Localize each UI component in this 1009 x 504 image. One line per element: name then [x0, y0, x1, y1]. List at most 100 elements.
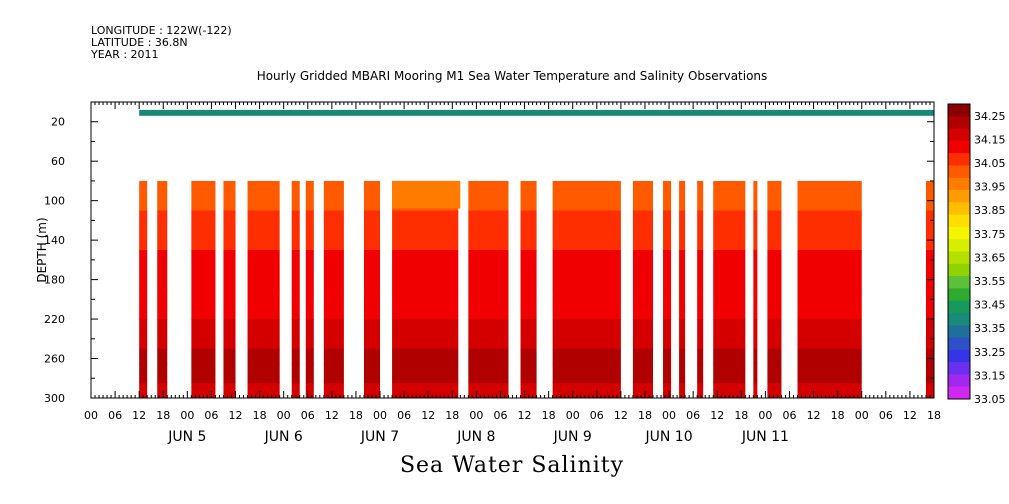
longitude-label: LONGITUDE : 122W(-122)	[91, 24, 232, 37]
salinity-cell	[767, 289, 782, 320]
salinity-cell	[247, 319, 280, 350]
salinity-cell	[713, 289, 746, 320]
salinity-cell	[139, 210, 148, 251]
y-axis-title: DEPTH (m)	[35, 217, 49, 282]
data-segment	[191, 180, 216, 398]
salinity-cell	[323, 210, 344, 251]
salinity-cell	[552, 180, 621, 212]
salinity-cell	[713, 383, 746, 398]
data-segment	[697, 180, 704, 398]
x-day-label: JUN 11	[741, 429, 789, 445]
salinity-cell	[767, 180, 782, 212]
salinity-cell	[797, 348, 862, 364]
salinity-cell	[363, 210, 381, 251]
salinity-cell	[223, 363, 236, 384]
salinity-cell	[925, 319, 934, 350]
salinity-cell	[679, 210, 686, 251]
x-tick-label: 18	[831, 409, 845, 422]
colorbar-swatch	[948, 226, 970, 240]
salinity-cell	[797, 210, 862, 251]
data-segment	[291, 180, 300, 398]
salinity-cell	[753, 250, 758, 290]
salinity-cell	[363, 180, 381, 212]
colorbar-label: 33.55	[974, 275, 1006, 288]
data-segment	[679, 180, 686, 398]
x-tick-label: 12	[710, 409, 724, 422]
x-tick-label: 12	[132, 409, 146, 422]
salinity-cell	[247, 289, 280, 320]
salinity-cell	[363, 319, 381, 350]
x-tick-label: 06	[108, 409, 122, 422]
x-tick-label: 18	[349, 409, 363, 422]
salinity-cell	[925, 250, 934, 290]
location-info: LONGITUDE : 122W(-122) LATITUDE : 36.8N …	[91, 25, 232, 61]
x-day-label: JUN 9	[553, 429, 592, 445]
salinity-cell	[767, 348, 782, 364]
salinity-cell	[520, 210, 537, 251]
salinity-cell	[925, 210, 934, 251]
salinity-cell	[223, 348, 236, 364]
x-tick-label: 18	[638, 409, 652, 422]
x-tick-label: 18	[253, 409, 267, 422]
salinity-cell	[797, 250, 862, 290]
salinity-cell	[697, 289, 704, 320]
salinity-cell	[663, 289, 672, 320]
data-segment	[632, 180, 653, 398]
y-tick-label: 20	[51, 116, 65, 129]
salinity-cell	[632, 348, 653, 364]
salinity-cell	[632, 319, 653, 350]
salinity-cell	[305, 319, 314, 350]
colorbar-swatch	[948, 165, 970, 179]
salinity-cell	[157, 250, 168, 290]
salinity-cell	[767, 319, 782, 350]
colorbar-label: 33.85	[974, 204, 1006, 217]
colorbar-label: 34.05	[974, 157, 1006, 170]
salinity-cell	[323, 383, 344, 398]
salinity-cell	[697, 210, 704, 251]
salinity-cell	[663, 250, 672, 290]
salinity-cell	[679, 180, 686, 212]
colorbar: 34.25 34.15 34.05 33.95 33.85 33.75 33.65 33.55…	[947, 103, 1006, 406]
x-tick-label: 06	[301, 409, 315, 422]
salinity-cell	[679, 383, 686, 398]
salinity-cell	[247, 250, 280, 290]
data-segment	[157, 180, 168, 398]
salinity-cell	[305, 250, 314, 290]
salinity-cell	[925, 383, 934, 398]
salinity-cell	[392, 250, 459, 290]
x-tick-label: 00	[373, 409, 387, 422]
salinity-cell	[679, 319, 686, 350]
salinity-cell	[663, 319, 672, 350]
salinity-cell	[291, 363, 300, 384]
salinity-cell	[191, 180, 216, 212]
salinity-cell	[797, 363, 862, 384]
salinity-cell	[323, 363, 344, 384]
x-tick-label: 12	[325, 409, 339, 422]
salinity-cell	[468, 319, 509, 350]
salinity-cell	[468, 383, 509, 398]
salinity-cell	[753, 319, 758, 350]
salinity-cell	[468, 250, 509, 290]
salinity-cell	[305, 363, 314, 384]
x-tick-label: 12	[614, 409, 628, 422]
salinity-cell	[713, 210, 746, 251]
salinity-cell	[392, 210, 459, 251]
salinity-cell	[520, 348, 537, 364]
salinity-cell	[753, 383, 758, 398]
salinity-cell	[157, 348, 168, 364]
salinity-cell	[363, 383, 381, 398]
salinity-cell	[767, 363, 782, 384]
salinity-cell	[753, 363, 758, 384]
salinity-cell	[679, 289, 686, 320]
x-tick-label: 18	[156, 409, 170, 422]
colorbar-swatch	[948, 140, 970, 154]
salinity-cell	[323, 289, 344, 320]
x-tick-label: 06	[686, 409, 700, 422]
salinity-cell	[552, 363, 621, 384]
colorbar-label: 33.25	[974, 346, 1006, 359]
salinity-cell	[697, 250, 704, 290]
colorbar-swatch	[948, 362, 970, 375]
salinity-cell	[663, 210, 672, 251]
colorbar-label: 34.15	[974, 133, 1006, 146]
